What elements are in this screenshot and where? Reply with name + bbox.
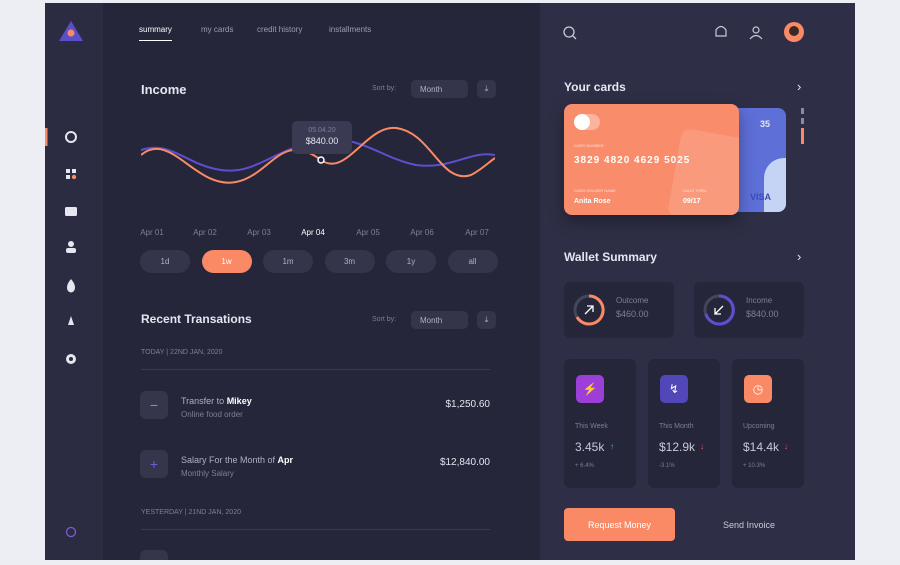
card-brand: VISA <box>750 192 772 202</box>
trend-arrow: ↓ <box>784 442 788 451</box>
main-panel <box>103 3 540 560</box>
transaction-name: Apr <box>277 455 294 465</box>
request-money-button[interactable]: Request Money <box>564 508 675 541</box>
range-button[interactable]: 3m <box>324 250 375 273</box>
range-button[interactable]: 1w <box>201 250 252 273</box>
range-button[interactable]: 1d <box>140 250 190 273</box>
x-tick-label: Apr 05 <box>356 228 380 237</box>
range-button[interactable]: 1m <box>263 250 313 273</box>
transaction-amount: $1,250.60 <box>445 399 491 410</box>
x-tick-label: Apr 04 <box>301 228 325 237</box>
income-box: Income $840.00 <box>694 282 804 338</box>
sidebar-icons <box>45 21 83 538</box>
wallet-label: Outcome <box>616 296 649 305</box>
section-title: Wallet Summary <box>564 250 657 264</box>
section-title: Recent Transations <box>141 312 252 326</box>
stat-change: + 6.4% <box>575 463 594 469</box>
tab[interactable]: credit history <box>257 25 303 34</box>
transaction-amount: $12,840.00 <box>439 457 490 468</box>
card-label: CARD NUMBER <box>574 143 604 148</box>
card-label: CARD HOLDER NAME <box>574 188 616 193</box>
sidebar <box>45 3 103 560</box>
transaction-title: Salary For the Month of Apr <box>181 456 293 465</box>
sort-label: Sort by: <box>372 85 397 92</box>
card-scroll <box>801 108 804 158</box>
transaction-prefix: Salary For the Month of <box>181 455 278 465</box>
transaction-title: Transfer to Mikey <box>181 397 252 406</box>
card-valid: 09/17 <box>683 198 701 205</box>
x-tick-label: Apr 06 <box>410 228 434 237</box>
stat-box: ⚡ This Week 3.45k + 6.4% ↑ <box>564 359 636 488</box>
sort-label: Sort by: <box>372 316 397 323</box>
stat-value: $12.9k <box>659 440 696 454</box>
card-number-partial: 35 <box>760 119 771 129</box>
card-front[interactable]: CARD NUMBER 3829 4820 4629 5025 CARD HOL… <box>564 104 739 215</box>
sort-value: Month <box>420 315 443 325</box>
stat-icon: ◷ <box>744 375 772 403</box>
range-button[interactable]: 1y <box>386 250 436 273</box>
x-tick-label: Apr 02 <box>193 228 217 237</box>
stat-change: -3.1% <box>659 463 675 469</box>
button-label: Request Money <box>587 519 652 530</box>
section-title: Income <box>141 82 187 97</box>
chevron[interactable]: › <box>797 249 802 264</box>
stat-value: $14.4k <box>743 440 780 454</box>
transaction-sub: Online food order <box>181 410 243 419</box>
top-icons <box>563 22 804 42</box>
stat-value: 3.45k <box>575 440 605 454</box>
card-art <box>764 158 786 212</box>
transaction-name: Mikey <box>226 396 252 406</box>
sort-dropdown[interactable]: Month <box>411 80 468 98</box>
download-button[interactable]: ⤓ <box>477 311 496 329</box>
divider <box>141 529 490 530</box>
sort-dropdown[interactable]: Month <box>411 311 468 329</box>
card-number: 3829 4820 4629 5025 <box>574 155 691 166</box>
tab[interactable]: installments <box>329 25 372 34</box>
tab[interactable]: summary <box>139 25 172 41</box>
stat-change: + 10.3% <box>743 463 766 469</box>
stat-box: ◷ Upcoming $14.4k + 10.3% ↓ <box>732 359 804 488</box>
wallet-label: Income <box>746 296 773 305</box>
tooltip: 05.04.20 $840.00 <box>292 121 352 154</box>
transaction-sub: Monthly Salary <box>181 469 234 478</box>
stat-label: This Week <box>575 423 608 430</box>
wallet-value: $840.00 <box>746 309 779 319</box>
stat-label: Upcoming <box>743 423 775 430</box>
transaction-prefix: Transfer to <box>181 396 227 406</box>
x-tick-label: Apr 01 <box>140 228 164 237</box>
stat-icon: ↯ <box>660 375 688 403</box>
transaction-icon <box>140 550 168 560</box>
tooltip-date: 05.04.20 <box>308 127 336 134</box>
x-tick-label: Apr 03 <box>247 228 271 237</box>
download-button[interactable]: ⤓ <box>477 80 496 98</box>
x-tick-label: Apr 07 <box>465 228 489 237</box>
range-button[interactable]: all <box>447 250 498 273</box>
card-holder: Anita Rose <box>574 198 611 205</box>
stat-box: ↯ This Month $12.9k -3.1% ↓ <box>648 359 720 488</box>
tooltip-value: $840.00 <box>305 136 339 146</box>
trend-arrow: ↓ <box>700 442 704 451</box>
transaction-icon: − <box>140 391 168 419</box>
series-line <box>141 126 495 184</box>
section-title: Your cards <box>564 80 626 94</box>
trend-arrow: ↑ <box>610 442 614 451</box>
outcome-box: Outcome $460.00 <box>564 282 674 338</box>
transaction-icon: + <box>140 450 168 478</box>
send-invoice-button[interactable]: Send Invoice <box>723 520 776 530</box>
chevron[interactable]: › <box>797 79 802 94</box>
tab[interactable]: my cards <box>201 25 234 34</box>
date-header: YESTERDAY | 21ND JAN, 2020 <box>141 509 241 516</box>
wallet-value: $460.00 <box>616 309 649 319</box>
date-header: TODAY | 22ND JAN, 2020 <box>141 349 223 356</box>
sort-value: Month <box>420 84 443 94</box>
divider <box>141 369 490 370</box>
stat-label: This Month <box>659 423 694 430</box>
stat-icon: ⚡ <box>576 375 604 403</box>
card-label: VALID THRU <box>683 188 707 193</box>
